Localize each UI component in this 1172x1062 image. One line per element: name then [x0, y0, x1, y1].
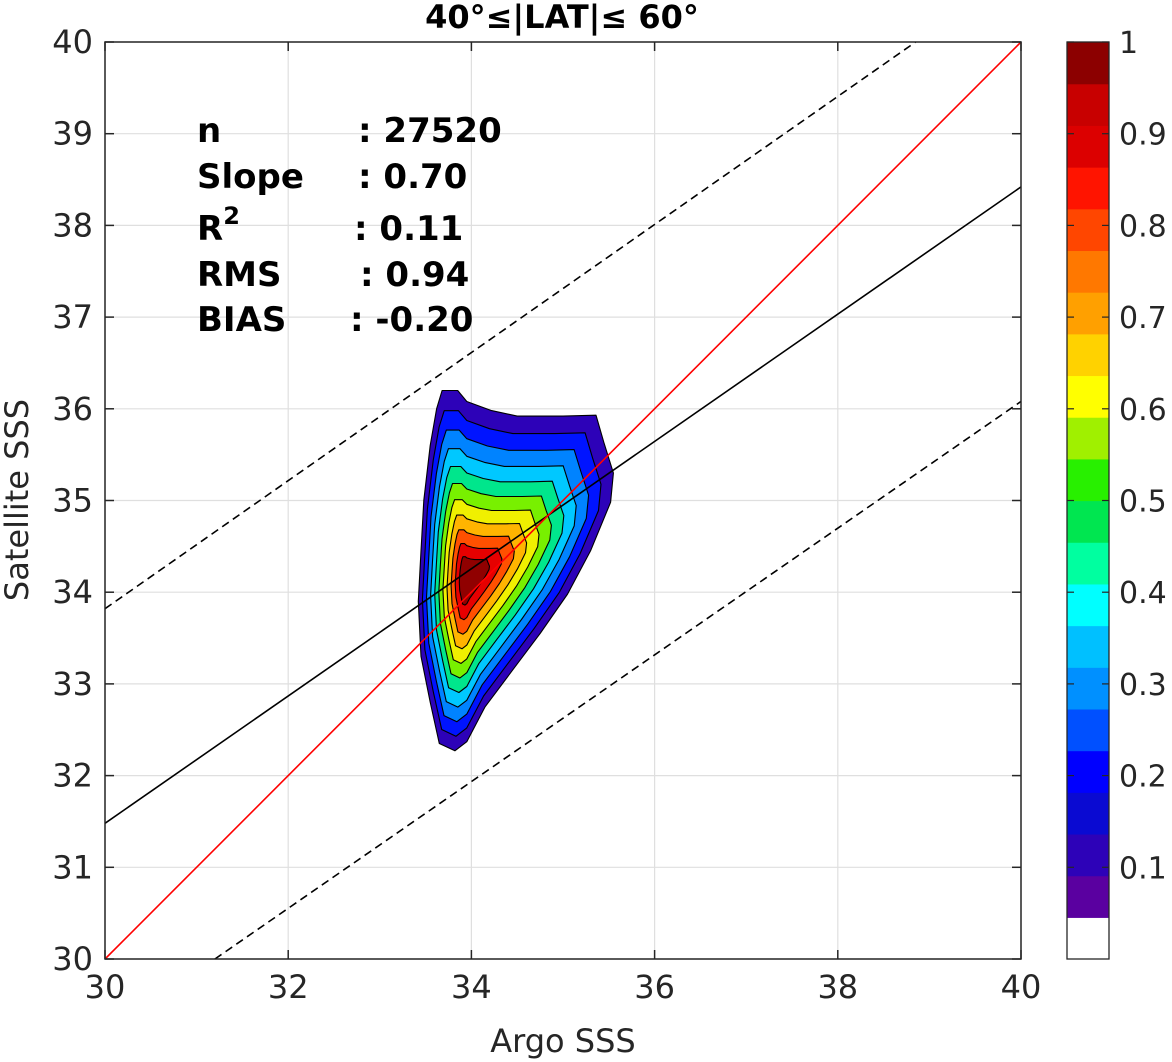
colorbar-tick-label: 1: [1119, 26, 1138, 61]
one-to-one-line: [104, 41, 1022, 960]
colorbar-segment: [1067, 167, 1109, 210]
colorbar-segment: [1067, 625, 1109, 668]
y-tick-label: 33: [52, 665, 93, 703]
stat-key: n: [197, 111, 221, 151]
stat-value: : -0.20: [350, 300, 473, 340]
colorbar: 0.1 0.2 0.3 0.4 0.5 0.6 0.7 0.8 0.9 1: [1066, 26, 1167, 960]
colorbar-tick-label: 0.3: [1119, 668, 1167, 703]
y-tick-label: 40: [52, 23, 93, 61]
colorbar-segment: [1067, 333, 1109, 377]
x-tick-label: 32: [268, 968, 309, 1006]
colorbar-segment: [1067, 750, 1109, 793]
stat-value: : 0.70: [358, 157, 467, 197]
colorbar-tick-label: 0.4: [1119, 576, 1167, 611]
colorbar-segment: [1067, 792, 1109, 835]
colorbar-segment: [1067, 917, 1109, 960]
y-tick-label: 31: [52, 848, 93, 886]
colorbar-segment: [1067, 875, 1109, 918]
colorbar-segment: [1067, 125, 1109, 168]
axes: 30 32 34 36 38 40 30 31 32 33 34 35 36 37 38 39 40: [52, 23, 1041, 1006]
colorbar-segment: [1067, 833, 1109, 877]
density-contours: [417, 389, 614, 752]
stat-key: RMS: [197, 255, 282, 295]
colorbar-segment: [1067, 42, 1109, 85]
colorbar-tick-label: 0.9: [1119, 118, 1167, 153]
y-tick-label: 35: [52, 482, 93, 520]
upper-bound-dashed-line: [104, 41, 917, 610]
stat-key-superscript: 2: [223, 202, 240, 230]
y-tick-label: 36: [52, 390, 93, 428]
x-tick-label: 38: [817, 968, 858, 1006]
colorbar-tick-label: 0.6: [1119, 393, 1167, 428]
colorbar-tick-label: 0.1: [1119, 851, 1167, 886]
x-axis-label: Argo SSS: [490, 1022, 635, 1060]
colorbar-tick-label: 0.7: [1119, 301, 1167, 336]
colorbar-segment: [1067, 583, 1109, 627]
colorbar-segment: [1067, 667, 1109, 710]
colorbar-segment: [1067, 542, 1109, 585]
y-axis-label: Satellite SSS: [0, 399, 36, 601]
stat-value: : 0.94: [360, 255, 469, 295]
stat-key: R2: [197, 202, 240, 249]
y-tick-label: 38: [52, 206, 93, 244]
colorbar-segment: [1067, 208, 1109, 252]
y-tick-label: 37: [52, 298, 93, 336]
colorbar-segment: [1067, 375, 1109, 418]
colorbar-tick-label: 0.5: [1119, 485, 1167, 520]
x-tick-label: 34: [451, 968, 492, 1006]
colorbar-tick-label: 0.8: [1119, 209, 1167, 244]
colorbar-segment: [1067, 708, 1109, 752]
colorbar-segment: [1067, 292, 1109, 335]
colorbar-segment: [1067, 458, 1109, 502]
regression-line: [104, 186, 1022, 824]
reference-lines: [104, 41, 1022, 960]
stat-value: : 27520: [358, 111, 502, 151]
y-tick-label: 30: [52, 940, 93, 978]
y-tick-label: 39: [52, 115, 93, 153]
colorbar-segment: [1067, 250, 1109, 293]
stat-value: : 0.11: [354, 209, 463, 249]
x-tick-label: 30: [85, 968, 126, 1006]
x-tick-label: 40: [1001, 968, 1042, 1006]
colorbar-segment: [1067, 417, 1109, 460]
stat-key: Slope: [197, 157, 304, 197]
y-tick-label: 32: [52, 757, 93, 795]
lower-bound-dashed-line: [214, 400, 1022, 960]
y-tick-label: 34: [52, 573, 93, 611]
statistics-box: n : 27520 Slope : 0.70 R2 : 0.11 RMS : 0.94 BIAS…: [197, 111, 502, 340]
colorbar-segment: [1067, 83, 1109, 126]
colorbar-tick-label: 0.2: [1119, 760, 1167, 795]
chart-title: 40°≤|LAT|≤ 60°: [425, 0, 699, 37]
colorbar-segment: [1067, 500, 1109, 543]
stat-key: BIAS: [197, 300, 286, 340]
x-tick-label: 36: [634, 968, 675, 1006]
